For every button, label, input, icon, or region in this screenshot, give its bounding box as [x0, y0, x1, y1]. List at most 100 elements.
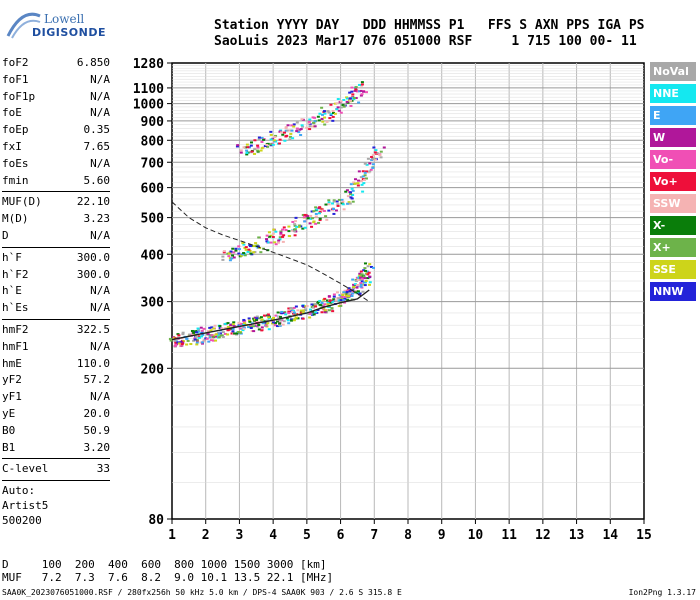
echo-pixel [353, 97, 357, 100]
echo-pixel [256, 144, 260, 147]
echo-pixel [276, 320, 280, 323]
echo-pixel [341, 294, 345, 297]
parameter-row: foEs N/A [2, 156, 110, 173]
echo-pixel [212, 334, 216, 337]
echo-pixel [351, 278, 355, 281]
echo-pixel [308, 308, 312, 311]
echo-pixel [260, 147, 264, 150]
echo-pixel [327, 201, 331, 204]
parameter-value: N/A [90, 390, 110, 404]
echo-pixel [254, 242, 258, 245]
echo-pixel [210, 326, 214, 329]
echo-pixel [257, 236, 261, 239]
echo-pixel [256, 146, 260, 149]
echo-pixel [252, 325, 256, 328]
echo-pixel [362, 182, 366, 185]
echo-pixel [221, 255, 225, 258]
echo-pixel [324, 203, 328, 206]
header-line-2: SaoLuis 2023 Mar17 076 051000 RSF 1 715 … [214, 34, 637, 49]
parameter-value: N/A [90, 339, 110, 353]
echo-pixel [205, 337, 209, 340]
echo-pixel [280, 312, 284, 315]
echo-pixel [318, 210, 322, 213]
distance-row: D 100 200 400 600 800 1000 1500 3000 [km… [2, 558, 327, 571]
echo-pixel [253, 321, 257, 324]
echo-pixel [257, 136, 261, 139]
echo-pixel [267, 316, 271, 319]
echo-pixel [222, 250, 226, 253]
echo-pixel [269, 234, 273, 237]
echo-pixel [265, 143, 269, 146]
echo-pixel [355, 279, 359, 282]
x-tick-label: 4 [269, 528, 277, 543]
parameter-row: foF2 6.850 [2, 55, 110, 72]
echo-pixel [294, 216, 298, 219]
echo-pixel [291, 229, 295, 232]
echo-pixel [332, 212, 336, 215]
echo-pixel [218, 332, 222, 335]
echo-pixel [287, 225, 291, 228]
echo-pixel [265, 240, 269, 243]
parameter-value: 300.0 [76, 250, 110, 264]
parameter-separator [2, 458, 110, 460]
echo-pixel [284, 126, 288, 129]
echo-pixel [314, 215, 318, 218]
echo-pixel [320, 301, 324, 304]
echo-pixel [345, 189, 349, 192]
y-tick-label: 800 [141, 134, 165, 149]
echo-pixel [286, 129, 290, 132]
echo-pixel [316, 302, 320, 305]
echo-pixel [363, 178, 367, 181]
echo-pixel [351, 189, 355, 192]
echo-pixel [341, 104, 345, 107]
echo-pixel [287, 322, 291, 325]
parameter-name: h`E [2, 284, 22, 298]
echo-pixel [293, 223, 297, 226]
echo-pixel [350, 187, 354, 190]
echo-pixel [227, 252, 231, 255]
echo-pixel [180, 343, 184, 346]
echo-pixel [327, 111, 331, 114]
echo-pixel [287, 230, 291, 233]
echo-pixel [349, 183, 353, 186]
echo-pixel [212, 339, 216, 342]
echo-pixel [252, 319, 256, 322]
echo-pixel [308, 222, 312, 225]
echo-pixel [357, 179, 361, 182]
echo-pixel [353, 182, 357, 185]
logo-lowell-text: Lowell [44, 12, 85, 26]
parameter-name: hmF2 [2, 322, 29, 336]
echo-pixel [358, 274, 362, 277]
echo-pixel [237, 253, 241, 256]
echo-pixel [320, 208, 324, 211]
echo-pixel [226, 325, 230, 328]
echo-pixel [301, 125, 305, 128]
echo-pixel [347, 287, 351, 290]
echo-pixel [273, 136, 277, 139]
echo-pixel [271, 318, 275, 321]
echo-pixel [244, 146, 248, 149]
echo-pixel [337, 305, 341, 308]
echo-pixel [330, 300, 334, 303]
parameter-name: C-level [2, 462, 49, 476]
echo-pixel [272, 316, 276, 319]
echo-pixel [294, 220, 298, 223]
echo-pixel [174, 341, 178, 344]
parameter-name: M(D) [2, 212, 29, 226]
parameter-value: 6.850 [76, 56, 110, 69]
echo-pixel [255, 244, 259, 247]
echo-pixel [379, 150, 383, 153]
echo-pixel [312, 220, 316, 223]
echo-pixel [279, 231, 283, 234]
echo-pixel [197, 336, 201, 339]
echo-pixel [193, 338, 197, 341]
echo-pixel [345, 298, 349, 301]
echo-pixel [231, 247, 235, 250]
echo-pixel [273, 324, 277, 327]
echo-pixel [361, 290, 365, 293]
echo-pixel [311, 306, 315, 309]
parameter-row: foE N/A [2, 105, 110, 122]
parameter-name: yE [2, 406, 16, 420]
echo-pixel [289, 306, 293, 309]
electron-density-profile [171, 201, 370, 303]
